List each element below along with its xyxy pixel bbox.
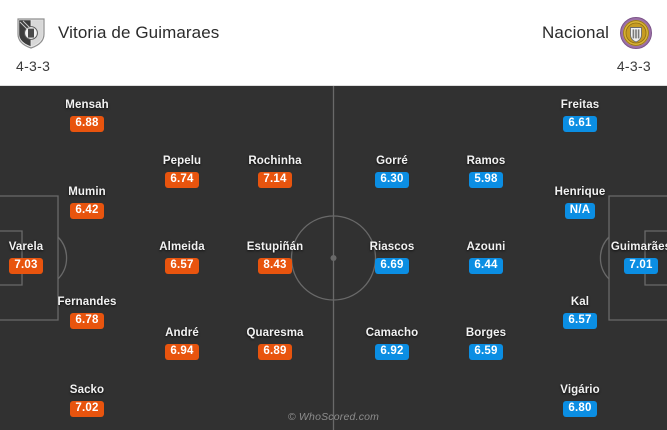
home-team-formation: 4-3-3 [16, 57, 51, 74]
player-rating-badge: 6.61 [563, 115, 597, 132]
player-away-gorre[interactable]: Gorré 6.30 [344, 155, 440, 188]
player-rating-badge: 6.89 [258, 343, 292, 360]
player-name: Henrique [554, 186, 606, 198]
player-home-fernandes[interactable]: Fernandes 6.78 [39, 296, 135, 329]
player-away-camacho[interactable]: Camacho 6.92 [344, 327, 440, 360]
player-rating-badge: 5.98 [469, 171, 503, 188]
player-away-azouni[interactable]: Azouni 6.44 [438, 241, 534, 274]
home-team-name: Vitoria de Guimaraes [58, 22, 220, 42]
player-home-varela[interactable]: Varela 7.03 [0, 241, 74, 274]
player-rating-badge: 6.59 [469, 343, 503, 360]
player-rating-badge: 8.43 [258, 257, 292, 274]
player-home-pepelu[interactable]: Pepelu 6.74 [134, 155, 230, 188]
player-rating-badge: 6.44 [469, 257, 503, 274]
player-name: Freitas [560, 99, 600, 111]
player-rating-badge: 7.03 [9, 257, 43, 274]
player-home-sacko[interactable]: Sacko 7.02 [39, 384, 135, 417]
player-name: Quaresma [246, 327, 304, 339]
player-away-kal[interactable]: Kal 6.57 [532, 296, 628, 329]
player-name: Almeida [159, 241, 205, 253]
player-home-mumin[interactable]: Mumin 6.42 [39, 186, 135, 219]
player-name: Azouni [466, 241, 506, 253]
player-name: Pepelu [162, 155, 202, 167]
player-rating-badge: 6.80 [563, 400, 597, 417]
player-rating-badge: 7.02 [70, 400, 104, 417]
player-away-riascos[interactable]: Riascos 6.69 [344, 241, 440, 274]
player-rating-badge: 7.14 [258, 171, 292, 188]
player-name: Gorré [376, 155, 408, 167]
match-header: Vitoria de Guimaraes 4-3-3 Nacional 4-3-… [0, 0, 667, 86]
player-rating-badge: 7.01 [624, 257, 658, 274]
home-team-crest-icon [17, 17, 45, 49]
player-name: Mumin [68, 186, 106, 198]
player-rating-badge: 6.30 [375, 171, 409, 188]
away-team-header: Nacional 4-3-3 [542, 0, 653, 86]
player-home-rochinha[interactable]: Rochinha 7.14 [227, 155, 323, 188]
player-name: Borges [465, 327, 507, 339]
player-rating-badge: 6.88 [70, 115, 104, 132]
player-rating-badge: 6.42 [70, 202, 104, 219]
player-away-vigario[interactable]: Vigário 6.80 [532, 384, 628, 417]
player-name: Fernandes [57, 296, 117, 308]
player-home-almeida[interactable]: Almeida 6.57 [134, 241, 230, 274]
player-name: Riascos [369, 241, 415, 253]
player-home-mensah[interactable]: Mensah 6.88 [39, 99, 135, 132]
player-home-estupinan[interactable]: Estupiñán 8.43 [227, 241, 323, 274]
player-away-borges[interactable]: Borges 6.59 [438, 327, 534, 360]
player-away-guimaraes[interactable]: Guimarães 7.01 [593, 241, 667, 274]
player-name: Kal [570, 296, 590, 308]
player-rating-badge: 6.57 [563, 312, 597, 329]
player-away-freitas[interactable]: Freitas 6.61 [532, 99, 628, 132]
player-home-andre[interactable]: André 6.94 [134, 327, 230, 360]
player-name: Varela [8, 241, 44, 253]
player-name: Sacko [69, 384, 105, 396]
away-team-formation: 4-3-3 [616, 57, 651, 74]
away-team-name: Nacional [542, 22, 609, 42]
player-rating-badge: 6.94 [165, 343, 199, 360]
player-rating-badge: 6.69 [375, 257, 409, 274]
home-team-header: Vitoria de Guimaraes 4-3-3 [14, 0, 219, 86]
player-rating-badge: 6.74 [165, 171, 199, 188]
player-name: Camacho [365, 327, 419, 339]
player-rating-badge: 6.92 [375, 343, 409, 360]
player-rating-badge: 6.57 [165, 257, 199, 274]
player-name: Ramos [466, 155, 506, 167]
player-rating-badge: 6.78 [70, 312, 104, 329]
pitch-markings [0, 86, 667, 430]
player-name: Mensah [65, 99, 109, 111]
player-name: André [165, 327, 199, 339]
away-team-crest-icon [620, 16, 652, 49]
pitch: Varela 7.03 Mensah 6.88 Mumin 6.42 Fernandes 6.… [0, 86, 667, 430]
player-away-ramos[interactable]: Ramos 5.98 [438, 155, 534, 188]
player-rating-badge: N/A [564, 202, 596, 219]
player-name: Rochinha [248, 155, 302, 167]
player-name: Estupiñán [246, 241, 304, 253]
player-name: Vigário [560, 384, 600, 396]
watermark: © WhoScored.com [287, 411, 380, 423]
player-away-henrique[interactable]: Henrique N/A [532, 186, 628, 219]
player-home-quaresma[interactable]: Quaresma 6.89 [227, 327, 323, 360]
player-name: Guimarães [610, 241, 667, 253]
